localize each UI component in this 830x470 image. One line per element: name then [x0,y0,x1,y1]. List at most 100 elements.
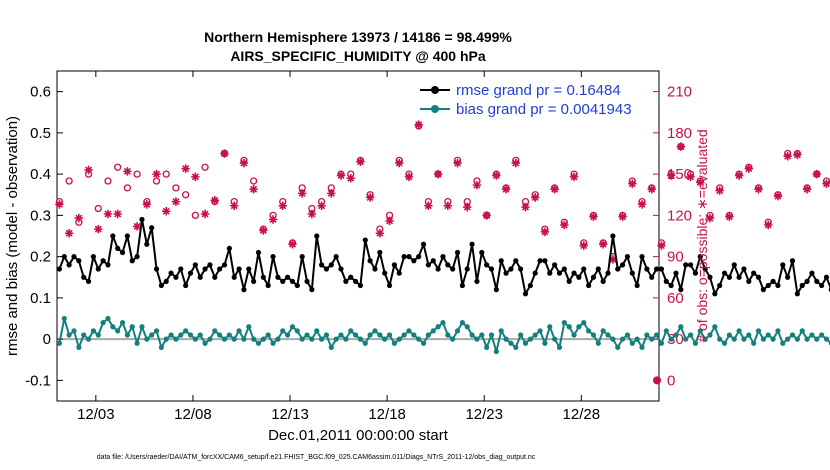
rmse-point [649,274,655,280]
y-axis-label: rmse and bias (model - observation) [4,116,21,356]
bias-point [197,332,203,338]
rmse-point [231,274,237,280]
obs-evaluated-point [336,171,346,180]
bias-point [586,328,592,334]
rmse-point [537,258,543,264]
bias-point [435,324,441,330]
obs-evaluated-point [618,212,627,221]
bias-point [275,336,281,342]
x-tick-label: 12/08 [174,406,212,423]
bias-point [595,340,601,346]
obs-evaluated-point [162,207,171,216]
rmse-point [488,266,495,272]
bias-point [687,332,694,338]
bias-point [484,344,490,350]
rmse-point [314,233,320,239]
bias-point [71,328,77,334]
obs-evaluated-point [598,240,608,249]
obs-evaluated-point [210,196,219,205]
rmse-point [469,241,475,247]
rmse-point [285,274,291,280]
rmse-point [187,270,194,276]
legend: rmse grand pr = 0.16484 bias grand pr = … [420,82,632,118]
chart-title-line1: Northern Hemisphere 13973 / 14186 = 98.4… [204,29,512,45]
rmse-point [721,270,728,276]
rmse-point [289,278,296,284]
y-tick-label: 0.6 [30,84,51,101]
bias-point [56,340,63,346]
bias-point [110,324,116,330]
bias-point [183,328,189,334]
bias-point [712,324,718,330]
rmse-point [731,262,737,268]
rmse-point [474,278,480,284]
obs-evaluated-point [569,172,579,182]
rmse-point [566,278,572,284]
obs-evaluated-point [414,120,423,129]
obs-evaluated-point [142,200,152,209]
obs-evaluated-point [307,209,317,219]
rmse-point [498,258,504,264]
bias-point [508,340,514,346]
rmse-point [823,274,830,280]
obs-evaluated-point [521,202,530,212]
rmse-point [765,282,771,289]
bias-point [765,332,771,338]
rmse-point [202,266,208,272]
rmse-point [100,258,106,264]
bias-point [289,324,296,330]
rmse-point [56,266,63,272]
bias-point [668,336,674,342]
rmse-point [241,287,247,293]
bias-point [144,336,150,342]
rmse-point [110,233,116,239]
bias-point [459,320,465,326]
bias-point [226,332,232,338]
bias-point [702,336,708,342]
bias-point [61,315,67,322]
bias-point [168,332,174,338]
obs-evaluated-point [268,215,278,224]
bias-point [488,332,495,338]
rmse-point [406,254,412,260]
bias-point [615,344,621,350]
obs-possible-point [123,184,132,192]
obs-evaluated-point [734,171,744,180]
bias-point [76,344,82,350]
bias-point [115,328,121,334]
bias-point [377,332,383,338]
x-axis-label: Dec.01,2011 00:00:00 start [268,427,449,444]
rmse-point [454,249,461,256]
rmse-point [799,282,805,289]
obs-evaluated-point [812,169,821,179]
obs-evaluated-point [113,209,122,219]
obs-possible-point [162,170,170,178]
obs-evaluated-point [239,158,249,168]
bias-point [634,336,640,342]
obs-possible-point [65,177,73,185]
rmse-point [362,237,368,243]
rmse-point [658,266,665,272]
rmse-point [571,270,577,276]
bias-point [411,332,417,338]
bias-point [241,336,247,342]
x-tick-label: 12/28 [563,406,601,423]
bias-point [81,332,87,338]
bias-point [401,332,407,338]
y-axis-left: -0.1 0 0.1 0.2 0.3 0.4 0.5 0.6 [25,84,63,389]
obs-evaluated-point [802,185,812,194]
bias-point [571,332,577,338]
bias-point [547,324,553,330]
y-axis-right-label: # of obs: o=possible; ∗=evaluated [694,129,710,342]
bias-point [158,344,164,350]
bias-point [629,340,635,346]
rmse-point [819,282,825,289]
bias-point [440,320,446,326]
bias-point [644,332,650,338]
obs-possible-point [182,191,190,199]
rmse-point [692,270,699,276]
bias-point [309,336,315,342]
bias-point [469,332,475,338]
bias-point [479,332,485,338]
obs-evaluated-point [628,179,637,188]
